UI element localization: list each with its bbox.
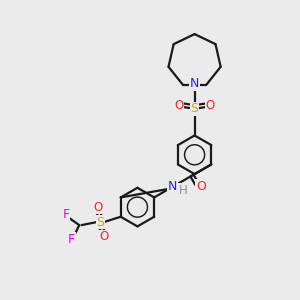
Text: H: H: [179, 184, 188, 197]
Text: O: O: [99, 230, 108, 244]
Text: O: O: [196, 180, 206, 193]
Text: N: N: [190, 77, 199, 90]
Text: S: S: [97, 216, 105, 229]
Text: O: O: [93, 201, 102, 214]
Text: S: S: [190, 102, 199, 115]
Text: F: F: [68, 233, 75, 246]
Text: O: O: [175, 99, 184, 112]
Text: O: O: [206, 99, 215, 112]
Text: N: N: [168, 180, 177, 193]
Text: F: F: [62, 208, 69, 221]
